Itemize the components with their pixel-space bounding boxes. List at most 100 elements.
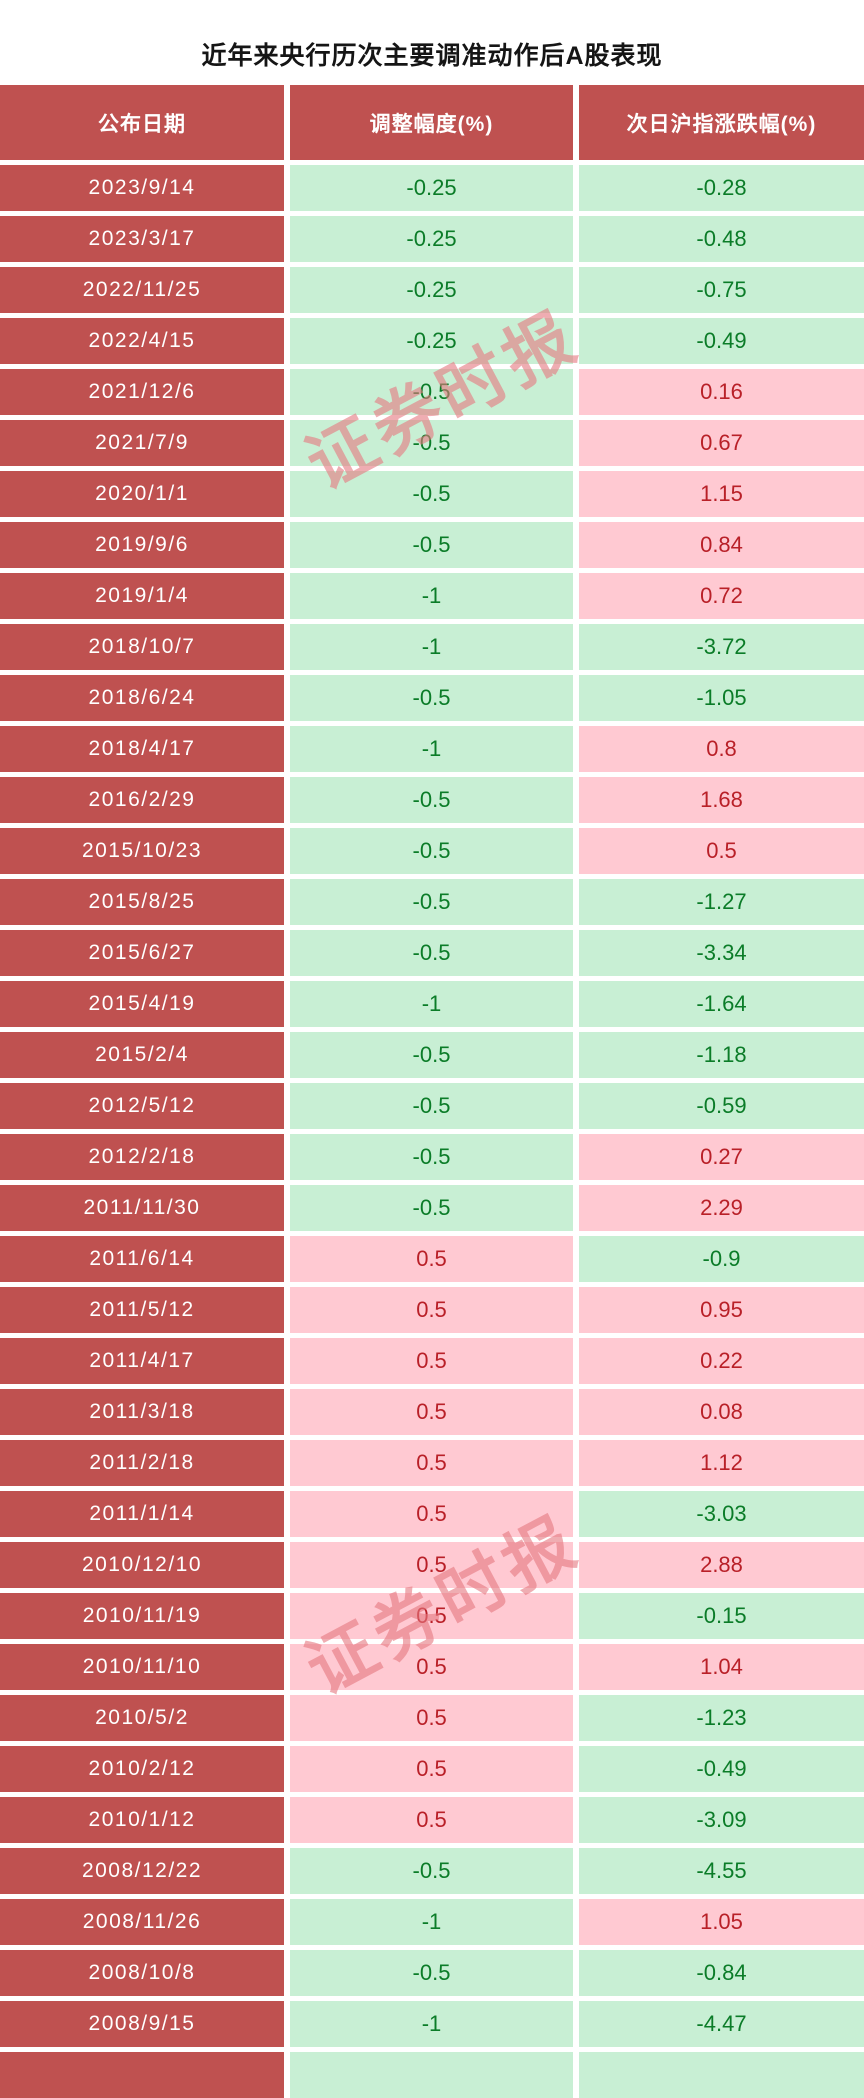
date-cell: 2011/1/14 xyxy=(0,1491,284,1537)
date-cell: 2010/12/10 xyxy=(0,1542,284,1588)
date-cell: 2012/2/18 xyxy=(0,1134,284,1180)
change-cell: 1.12 xyxy=(579,1440,864,1486)
adjustment-cell: -1 xyxy=(290,981,573,1027)
table-row: 2011/3/18 0.5 0.08 xyxy=(0,1389,864,1435)
table-row: 2011/1/14 0.5 -3.03 xyxy=(0,1491,864,1537)
table-row: 2015/8/25 -0.5 -1.27 xyxy=(0,879,864,925)
table-row: 2020/1/1 -0.5 1.15 xyxy=(0,471,864,517)
adjustment-cell: -0.25 xyxy=(290,165,573,211)
table-row: 2010/5/2 0.5 -1.23 xyxy=(0,1695,864,1741)
adjustment-cell xyxy=(290,2052,573,2098)
date-cell: 2011/5/12 xyxy=(0,1287,284,1333)
adjustment-cell: -0.5 xyxy=(290,675,573,721)
table-row: 2012/2/18 -0.5 0.27 xyxy=(0,1134,864,1180)
date-cell: 2010/11/19 xyxy=(0,1593,284,1639)
date-cell: 2011/3/18 xyxy=(0,1389,284,1435)
adjustment-cell: -0.5 xyxy=(290,1185,573,1231)
adjustment-cell: -0.5 xyxy=(290,1848,573,1894)
adjustment-cell: 0.5 xyxy=(290,1287,573,1333)
table-row: 2015/2/4 -0.5 -1.18 xyxy=(0,1032,864,1078)
table-row: 2008/10/8 -0.5 -0.84 xyxy=(0,1950,864,1996)
date-cell: 2010/5/2 xyxy=(0,1695,284,1741)
date-cell: 2018/10/7 xyxy=(0,624,284,670)
change-cell: 1.04 xyxy=(579,1644,864,1690)
table-row: 2018/10/7 -1 -3.72 xyxy=(0,624,864,670)
date-cell: 2010/1/12 xyxy=(0,1797,284,1843)
table-row: 2018/4/17 -1 0.8 xyxy=(0,726,864,772)
change-cell: -1.23 xyxy=(579,1695,864,1741)
table-row: 2016/2/29 -0.5 1.68 xyxy=(0,777,864,823)
adjustment-cell: -0.5 xyxy=(290,777,573,823)
table-row: 2021/7/9 -0.5 0.67 xyxy=(0,420,864,466)
change-cell: -4.47 xyxy=(579,2001,864,2047)
table-row: 2011/6/14 0.5 -0.9 xyxy=(0,1236,864,1282)
table-row: 2010/11/10 0.5 1.04 xyxy=(0,1644,864,1690)
date-cell: 2010/2/12 xyxy=(0,1746,284,1792)
date-cell: 2016/2/29 xyxy=(0,777,284,823)
date-cell: 2019/9/6 xyxy=(0,522,284,568)
date-cell: 2008/11/26 xyxy=(0,1899,284,1945)
date-cell: 2022/11/25 xyxy=(0,267,284,313)
change-cell: -3.09 xyxy=(579,1797,864,1843)
date-cell: 2018/4/17 xyxy=(0,726,284,772)
table-row: 2008/11/26 -1 1.05 xyxy=(0,1899,864,1945)
change-cell: -0.49 xyxy=(579,1746,864,1792)
table-row: 2015/6/27 -0.5 -3.34 xyxy=(0,930,864,976)
adjustment-cell: 0.5 xyxy=(290,1338,573,1384)
date-cell: 2023/3/17 xyxy=(0,216,284,262)
table-row: 2018/6/24 -0.5 -1.05 xyxy=(0,675,864,721)
adjustment-cell: -0.5 xyxy=(290,369,573,415)
adjustment-cell: 0.5 xyxy=(290,1236,573,1282)
data-table: 公布日期 调整幅度(%) 次日沪指涨跌幅(%) 2023/9/14 -0.25 -0… xyxy=(0,85,864,2098)
adjustment-cell: 0.5 xyxy=(290,1491,573,1537)
change-cell xyxy=(579,2052,864,2098)
adjustment-cell: -0.5 xyxy=(290,879,573,925)
table-row: 2011/5/12 0.5 0.95 xyxy=(0,1287,864,1333)
change-cell: -1.18 xyxy=(579,1032,864,1078)
change-cell: -1.64 xyxy=(579,981,864,1027)
date-cell: 2015/8/25 xyxy=(0,879,284,925)
adjustment-cell: -0.5 xyxy=(290,828,573,874)
adjustment-cell: -0.5 xyxy=(290,522,573,568)
change-cell: 0.08 xyxy=(579,1389,864,1435)
date-cell: 2019/1/4 xyxy=(0,573,284,619)
change-cell: -0.28 xyxy=(579,165,864,211)
date-cell: 2010/11/10 xyxy=(0,1644,284,1690)
change-cell: -0.49 xyxy=(579,318,864,364)
adjustment-cell: -0.5 xyxy=(290,471,573,517)
table-row: 2023/3/17 -0.25 -0.48 xyxy=(0,216,864,262)
adjustment-cell: -0.5 xyxy=(290,1032,573,1078)
table-row: 2023/9/14 -0.25 -0.28 xyxy=(0,165,864,211)
table-row: 2022/11/25 -0.25 -0.75 xyxy=(0,267,864,313)
date-cell: 2008/12/22 xyxy=(0,1848,284,1894)
table-row: 2015/10/23 -0.5 0.5 xyxy=(0,828,864,874)
table-row-partial xyxy=(0,2052,864,2098)
date-cell: 2011/4/17 xyxy=(0,1338,284,1384)
change-cell: -0.75 xyxy=(579,267,864,313)
adjustment-cell: -0.25 xyxy=(290,267,573,313)
table-row: 2011/2/18 0.5 1.12 xyxy=(0,1440,864,1486)
table-header-row: 公布日期 调整幅度(%) 次日沪指涨跌幅(%) xyxy=(0,85,864,160)
date-cell: 2021/12/6 xyxy=(0,369,284,415)
adjustment-cell: -1 xyxy=(290,573,573,619)
date-cell: 2020/1/1 xyxy=(0,471,284,517)
change-cell: 0.84 xyxy=(579,522,864,568)
date-cell: 2008/10/8 xyxy=(0,1950,284,1996)
change-cell: -0.15 xyxy=(579,1593,864,1639)
table-row: 2010/12/10 0.5 2.88 xyxy=(0,1542,864,1588)
change-cell: -0.9 xyxy=(579,1236,864,1282)
date-cell: 2011/2/18 xyxy=(0,1440,284,1486)
header-cell-adjustment: 调整幅度(%) xyxy=(290,85,573,160)
change-cell: 0.72 xyxy=(579,573,864,619)
table-row: 2015/4/19 -1 -1.64 xyxy=(0,981,864,1027)
date-cell: 2011/6/14 xyxy=(0,1236,284,1282)
adjustment-cell: 0.5 xyxy=(290,1593,573,1639)
change-cell: -3.03 xyxy=(579,1491,864,1537)
date-cell: 2023/9/14 xyxy=(0,165,284,211)
change-cell: -4.55 xyxy=(579,1848,864,1894)
adjustment-cell: 0.5 xyxy=(290,1695,573,1741)
change-cell: 1.68 xyxy=(579,777,864,823)
adjustment-cell: -0.25 xyxy=(290,216,573,262)
table-row: 2012/5/12 -0.5 -0.59 xyxy=(0,1083,864,1129)
adjustment-cell: -1 xyxy=(290,726,573,772)
